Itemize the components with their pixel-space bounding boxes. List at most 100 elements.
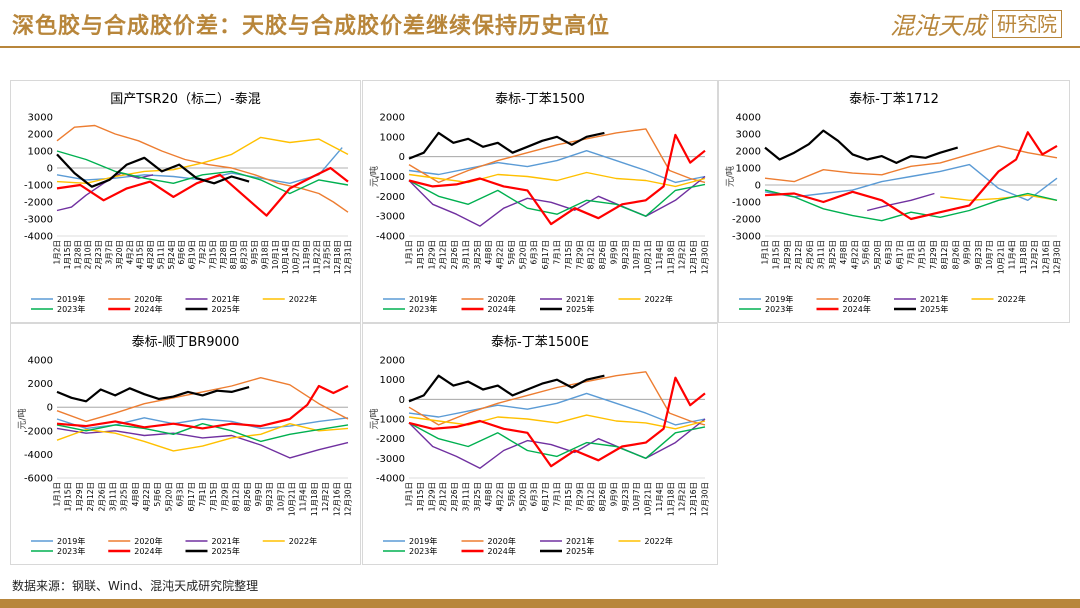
x-tick-label: 11月18日	[1019, 240, 1028, 274]
x-tick-label: 8月12日	[940, 240, 949, 269]
x-tick-label: 11月18日	[666, 240, 675, 274]
chart-svg: 泰标-丁苯1712 元/吨 -3000 -2000 -1000 0 1000 2000 3000…	[724, 92, 1062, 314]
legend-label: 2024年	[134, 546, 162, 556]
x-tick-label: 12月30日	[1053, 240, 1062, 274]
y-tick-label: -4000	[376, 474, 405, 485]
legend-label: 2022年	[645, 536, 673, 546]
x-tick-label: 2月12日	[86, 482, 95, 511]
x-tick-label: 5月20日	[518, 240, 527, 269]
x-tick-label: 7月29日	[929, 240, 938, 269]
y-tick-label: 4000	[736, 113, 761, 124]
x-tick-label: 7月1日	[553, 482, 562, 507]
chart-title: 泰标-丁苯1712	[849, 92, 939, 107]
y-tick-label: 2000	[380, 356, 405, 367]
y-tick-label: 2000	[28, 379, 53, 390]
x-tick-label: 1月15日	[63, 240, 72, 269]
series-line-2022年	[408, 414, 706, 430]
legend-label: 2020年	[488, 536, 516, 546]
legend-label: 2025年	[212, 546, 240, 556]
x-tick-label: 8月26日	[951, 240, 960, 269]
y-tick-label: -2000	[376, 434, 405, 445]
chart-title: 泰标-丁苯1500	[495, 92, 585, 107]
x-tick-label: 6月17日	[541, 482, 550, 511]
y-tick-label: 1000	[380, 375, 405, 386]
legend-label: 2021年	[920, 294, 948, 304]
series-line-2021年	[56, 427, 349, 459]
x-tick-label: 8月23日	[240, 240, 249, 269]
series-line-2022年	[408, 171, 706, 188]
x-tick-label: 12月16日	[1041, 240, 1050, 274]
x-tick-label: 4月22日	[496, 482, 505, 511]
header-rule	[0, 46, 1080, 48]
chart-panel-sbr1500e: 泰标-丁苯1500E 元/吨 -4000 -3000 -2000 -1000 0 1000 20…	[362, 323, 718, 565]
x-tick-label: 6月17日	[541, 240, 550, 269]
x-tick-label: 10月1日	[271, 240, 280, 269]
x-tick-label: 10月7日	[276, 482, 285, 511]
x-tick-label: 4月22日	[496, 240, 505, 269]
x-tick-label: 3月25日	[473, 240, 482, 269]
legend-label: 2023年	[765, 304, 793, 314]
x-tick-label: 4月8日	[484, 482, 493, 507]
series-line-2023年	[56, 422, 349, 443]
chart-svg: 泰标-顺丁BR9000 元/吨 -6000 -4000 -2000 0 2000 4000 1月…	[16, 335, 353, 556]
series-line-2025年	[56, 153, 250, 188]
x-tick-label: 6月17日	[895, 240, 904, 269]
x-tick-label: 5月6日	[153, 482, 162, 507]
y-tick-label: 1000	[28, 147, 53, 158]
legend-label: 2019年	[409, 294, 437, 304]
x-tick-label: 12月2日	[1030, 240, 1039, 269]
legend-label: 2019年	[765, 294, 793, 304]
x-tick-label: 1月15日	[64, 482, 73, 511]
chart-title: 国产TSR20（标二）-泰混	[110, 92, 260, 107]
x-tick-label: 1月2日	[53, 240, 62, 265]
x-tick-label: 7月15日	[564, 482, 573, 511]
footer-bar	[0, 599, 1080, 608]
x-tick-label: 11月4日	[655, 482, 664, 511]
x-tick-label: 6月19日	[188, 240, 197, 269]
x-tick-label: 12月5日	[323, 240, 332, 269]
legend-label: 2022年	[645, 294, 673, 304]
x-tick-label: 1月29日	[783, 240, 792, 269]
x-tick-label: 2月26日	[97, 482, 106, 511]
legend-label: 2024年	[488, 304, 516, 314]
x-tick-label: 12月2日	[678, 482, 687, 511]
y-tick-label: 0	[47, 403, 53, 414]
x-tick-label: 9月23日	[265, 482, 274, 511]
x-tick-label: 1月1日	[761, 240, 770, 265]
y-tick-label: 2000	[380, 113, 405, 124]
x-tick-label: 7月28日	[219, 240, 228, 269]
series-line-2020年	[764, 145, 1058, 183]
x-tick-label: 5月6日	[862, 240, 871, 265]
x-tick-label: 9月9日	[963, 240, 972, 265]
series-line-2024年	[408, 133, 706, 226]
logo-script: 混沌天成	[890, 12, 986, 40]
x-tick-label: 6月3日	[884, 240, 893, 265]
y-tick-label: -3000	[376, 212, 405, 223]
legend-label: 2024年	[843, 304, 871, 314]
x-tick-label: 3月25日	[120, 482, 129, 511]
x-tick-label: 10月21日	[996, 240, 1005, 274]
x-tick-label: 3月25日	[828, 240, 837, 269]
x-tick-label: 1月1日	[405, 240, 414, 265]
series-line-2022年	[56, 422, 349, 452]
legend-label: 2021年	[566, 294, 594, 304]
series-line-2025年	[408, 374, 605, 403]
x-tick-label: 6月3日	[176, 482, 185, 507]
x-tick-label: 12月16日	[689, 482, 698, 516]
y-tick-label: -4000	[376, 232, 405, 243]
x-tick-label: 5月20日	[873, 240, 882, 269]
legend-label: 2023年	[409, 546, 437, 556]
y-tick-label: 0	[399, 395, 405, 406]
x-tick-label: 7月15日	[208, 240, 217, 269]
x-tick-label: 11月4日	[1008, 240, 1017, 269]
x-tick-label: 4月22日	[850, 240, 859, 269]
x-tick-label: 7月29日	[575, 240, 584, 269]
y-tick-label: -2000	[24, 198, 53, 209]
x-tick-label: 12月30日	[701, 240, 710, 274]
x-tick-label: 11月9日	[302, 240, 311, 269]
x-tick-label: 6月6日	[177, 240, 186, 265]
x-tick-label: 6月3日	[530, 482, 539, 507]
x-tick-label: 2月23日	[94, 240, 103, 269]
chart-panel-sbr1500: 泰标-丁苯1500 元/吨 -4000 -3000 -2000 -1000 0 1000 200…	[362, 80, 718, 323]
series-line-2019年	[408, 392, 706, 426]
